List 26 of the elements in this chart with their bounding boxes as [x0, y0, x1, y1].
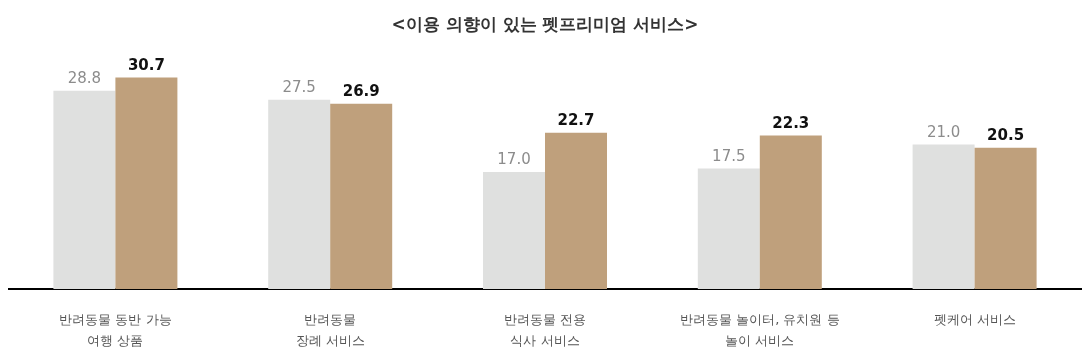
bar [330, 103, 393, 289]
x-tick-label: 반려동물 전용 식사 서비스 [503, 312, 587, 348]
data-label: 17.0 [497, 150, 531, 169]
x-tick-label: 펫케어 서비스 [933, 312, 1016, 327]
bar [974, 147, 1037, 289]
x-tick-label: 반려동물 놀이터, 유치원 등 놀이 서비스 [680, 312, 840, 348]
data-label: 17.5 [712, 147, 746, 165]
data-label: 22.7 [557, 111, 595, 130]
x-tick-label: 반려동물 동반 가능 여행 상품 [59, 312, 172, 348]
bar [759, 135, 822, 289]
chart-title: <이용 의향이 있는 펫프리미엄 서비스> [391, 13, 699, 34]
bar [545, 132, 607, 289]
bar [912, 144, 975, 289]
data-label: 27.5 [282, 78, 316, 97]
data-label: 20.5 [987, 126, 1025, 145]
x-tick-label: 반려동물 장례 서비스 [295, 312, 365, 348]
data-label: 30.7 [127, 56, 165, 75]
bar [53, 90, 116, 289]
bar [483, 171, 545, 289]
data-label: 26.9 [342, 82, 380, 101]
data-label: 22.3 [772, 113, 810, 132]
data-label: 21.0 [926, 122, 961, 141]
bar [115, 77, 178, 289]
bar [697, 168, 760, 289]
data-label: 28.8 [67, 69, 102, 88]
bar [268, 99, 331, 289]
